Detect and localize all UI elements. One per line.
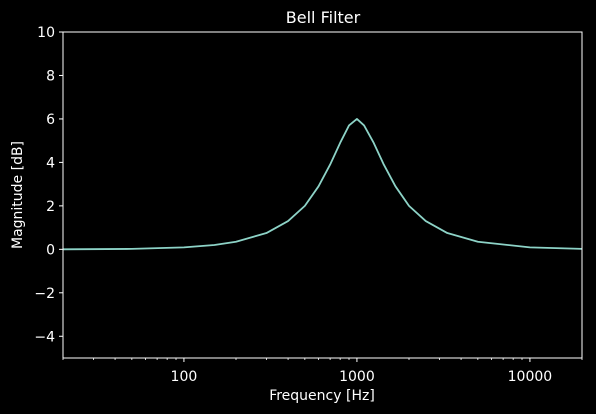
y-tick-label: 10	[37, 25, 55, 41]
y-tick-label: 6	[46, 112, 55, 128]
x-tick-label: 10000	[508, 369, 553, 385]
y-tick-label: 2	[46, 199, 55, 215]
series-line	[62, 118, 583, 251]
y-axis-label: Magnitude [dB]	[10, 141, 26, 249]
y-tick-label: 0	[46, 242, 55, 258]
x-tick-label: 1000	[339, 369, 375, 385]
plot-area: −4 −2 0 2 4 6 8 10 100 1000 10000	[34, 25, 583, 385]
chart-title: Bell Filter	[286, 8, 361, 27]
y-tick-label: 8	[46, 68, 55, 84]
plot-frame	[62, 31, 583, 359]
y-tick-label: −4	[34, 329, 55, 345]
y-tick-label: −2	[34, 286, 55, 302]
x-tick-label: 100	[171, 369, 198, 385]
x-axis-label: Frequency [Hz]	[269, 388, 375, 404]
y-tick-label: 4	[46, 155, 55, 171]
